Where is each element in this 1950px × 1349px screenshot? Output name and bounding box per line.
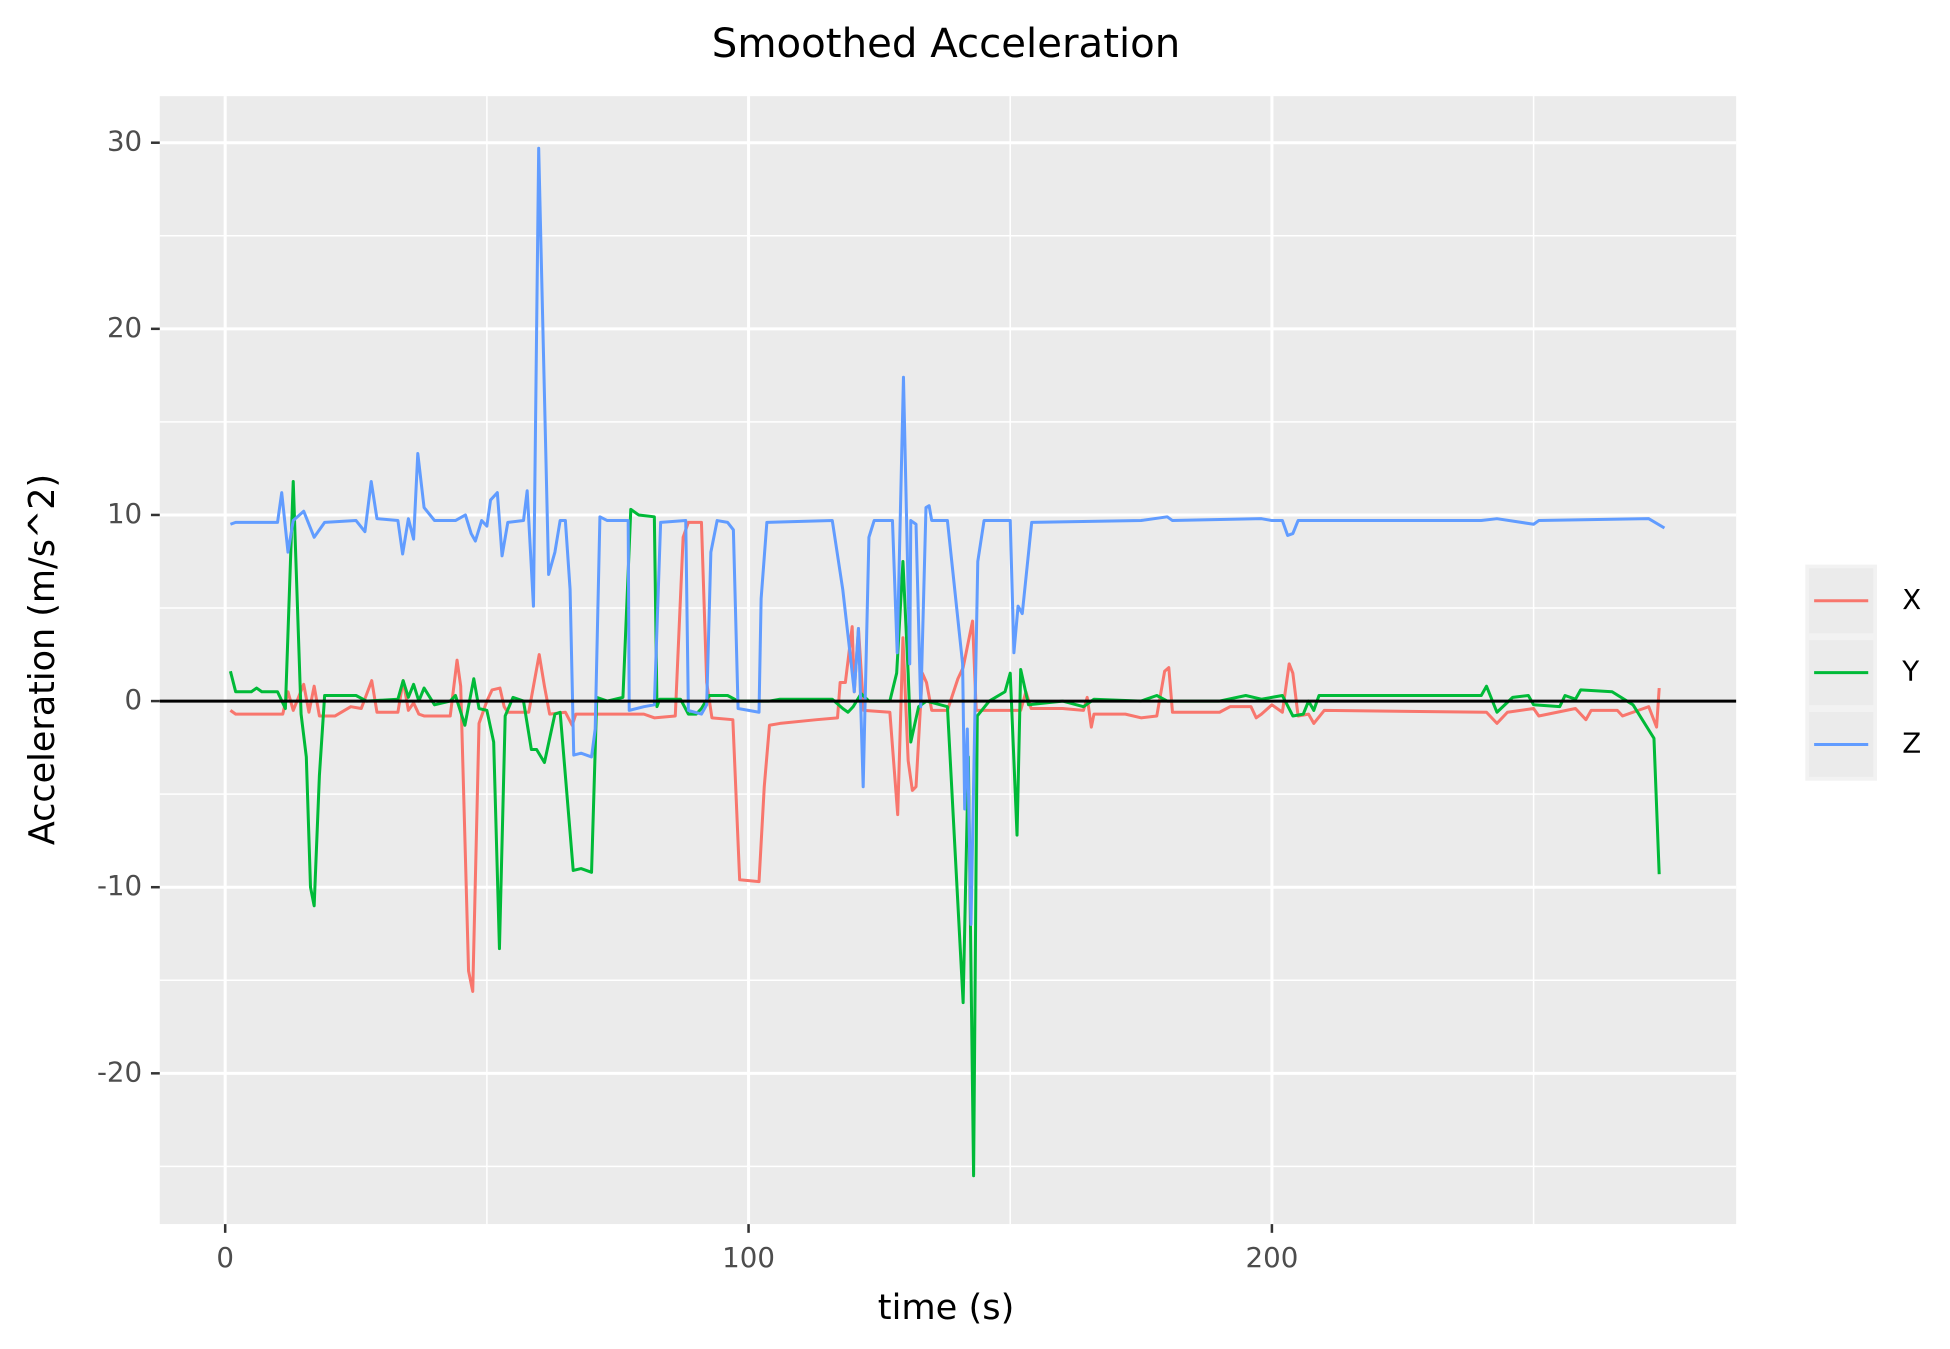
- chart-title: Smoothed Acceleration: [712, 21, 1181, 67]
- plot-panel: [159, 96, 1737, 1225]
- y-axis-label: Acceleration (m/s^2): [22, 474, 63, 845]
- y-tick-label: 10: [107, 497, 142, 530]
- legend-label: Y: [1901, 655, 1919, 688]
- legend: X Y Z: [1805, 564, 1921, 781]
- series-line: [229, 520, 1661, 993]
- x-tick-label: 0: [216, 1241, 234, 1274]
- y-tick-label: 30: [107, 125, 142, 158]
- grid: [159, 96, 1737, 1225]
- y-tick-label: 20: [107, 311, 142, 344]
- x-tick-label: 200: [1246, 1241, 1299, 1274]
- series-line: [228, 479, 1661, 1178]
- x-tick-label: 100: [722, 1241, 775, 1274]
- y-tick-label: -10: [97, 869, 142, 902]
- legend-label: Z: [1902, 727, 1921, 760]
- axes: 0 100 200 -20 -10 0 10 20 30: [97, 125, 1298, 1274]
- y-tick-label: 0: [125, 683, 143, 716]
- y-tick-label: -20: [97, 1055, 142, 1088]
- legend-label: X: [1902, 583, 1921, 616]
- lines: [159, 146, 1737, 1178]
- series-line: [229, 146, 1666, 926]
- x-axis-label: time (s): [878, 1287, 1015, 1328]
